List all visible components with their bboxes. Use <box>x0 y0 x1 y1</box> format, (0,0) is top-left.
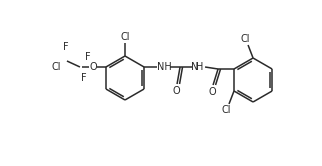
Text: Cl: Cl <box>240 34 250 44</box>
Text: NH: NH <box>157 62 171 72</box>
Text: Cl: Cl <box>51 62 61 72</box>
Text: F: F <box>85 52 91 62</box>
Text: O: O <box>172 86 180 96</box>
Text: H: H <box>196 62 204 72</box>
Text: O: O <box>89 62 97 72</box>
Text: Cl: Cl <box>221 105 231 115</box>
Text: N: N <box>191 62 199 72</box>
Text: Cl: Cl <box>120 32 130 42</box>
Text: O: O <box>208 87 216 97</box>
Text: F: F <box>63 42 69 52</box>
Text: F: F <box>81 73 87 83</box>
